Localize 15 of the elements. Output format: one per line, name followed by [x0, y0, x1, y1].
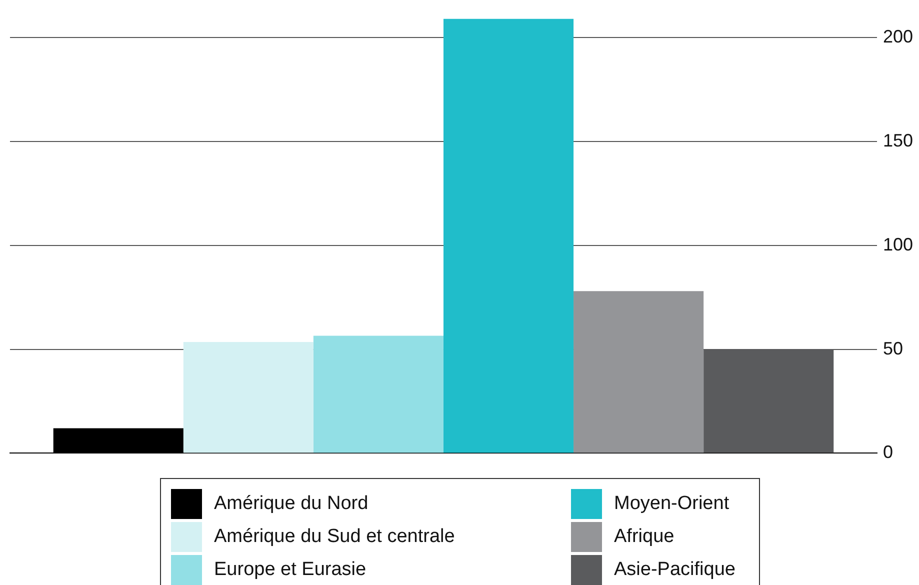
legend-label: Europe et Eurasie — [214, 559, 366, 581]
bar — [574, 291, 704, 453]
legend-label: Amérique du Sud et centrale — [214, 526, 455, 548]
y-tick-label: 200 — [882, 26, 914, 47]
y-tick-label: 50 — [882, 338, 903, 358]
y-tick-label: 100 — [882, 234, 914, 254]
legend-label: Moyen-Orient — [614, 493, 730, 515]
legend-label: Amérique du Nord — [214, 493, 368, 515]
y-tick-label: 0 — [882, 442, 893, 462]
legend-label: Asie-Pacifique — [614, 559, 736, 581]
y-tick-label: 150 — [882, 130, 914, 150]
bar — [183, 342, 314, 453]
bar — [443, 18, 574, 453]
bar — [313, 336, 444, 453]
legend-label: Afrique — [614, 526, 674, 548]
